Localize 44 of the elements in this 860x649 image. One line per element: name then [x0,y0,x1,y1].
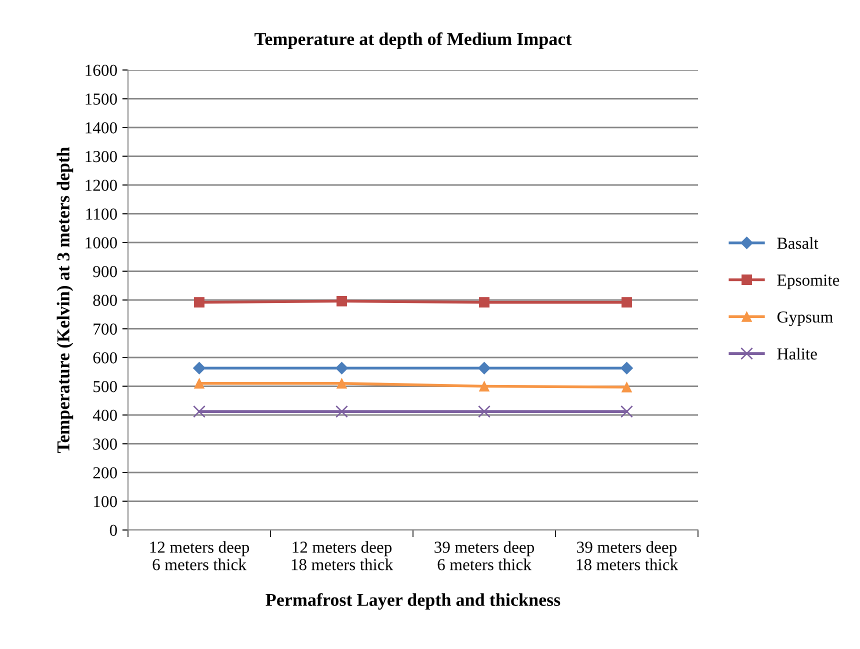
point [194,297,204,308]
y-tick-label: 600 [93,352,117,364]
y-tick-label: 1200 [86,180,117,191]
point [479,297,490,308]
y-tick-label: 700 [94,323,117,335]
y-tick-label: 1000 [86,237,117,248]
point [336,362,348,374]
point [622,382,632,392]
y-tick-label: 0 [110,524,117,536]
legend-label: Gypsum [777,311,833,326]
y-tick-label: 900 [93,266,117,278]
point [193,362,206,374]
y-tick-label: 1100 [86,208,117,220]
y-tick-label: 800 [93,294,117,306]
point [336,296,347,306]
y-tick-label: 1300 [86,150,117,162]
y-tick-label: 100 [94,496,117,508]
point [478,405,490,418]
y-tick-label: 400 [92,410,117,421]
y-tick-label: 300 [93,438,117,450]
chart-title: Temperature at depth of Medium Impact [254,32,572,49]
legend-label: Epsomite [777,274,840,290]
x-tick-label: 12 meters deep 18 meters thick [292,541,394,570]
x-tick-label: 39 meters deep 18 meters thick [576,541,678,570]
point [336,378,347,389]
y-tick-label: 200 [93,467,117,478]
point [336,405,348,418]
point [620,405,633,418]
y-tick-label: 1400 [86,122,117,134]
y-tick-label: 1500 [86,93,117,105]
x-tick-label: 39 meters deep 6 meters thick [434,541,534,570]
y-tick-label: 500 [94,380,117,392]
point [622,297,632,308]
point [194,378,204,389]
x-tick-label: 12 meters deep 6 meters thick [150,541,250,570]
point [193,405,206,418]
point [478,362,490,374]
point [620,362,633,374]
x-axis-title: Permafrost Layer depth and thickness [266,593,560,610]
legend-label: Halite [777,348,817,360]
point [479,381,490,392]
y-tick-label: 1600 [86,64,117,76]
y-axis-title: Temperature (Kelvin) at 3 meters depth [56,147,74,453]
legend-label: Basalt [777,237,818,249]
